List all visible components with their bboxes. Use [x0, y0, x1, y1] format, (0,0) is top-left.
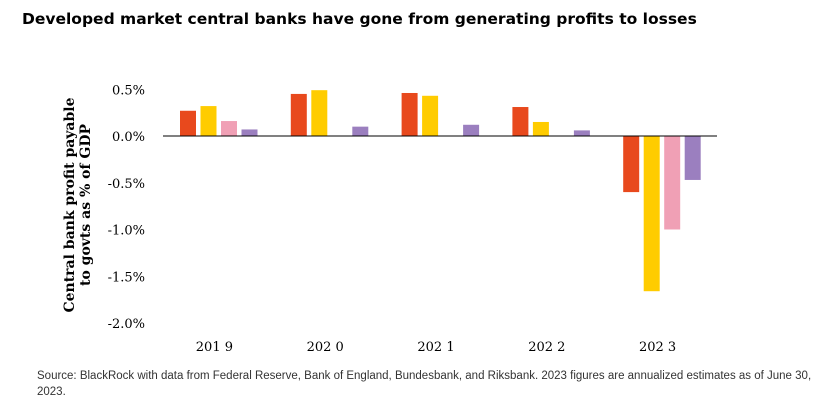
bar-series-3-2023	[664, 136, 681, 230]
y-tick-label: 0.5%	[112, 83, 145, 98]
bar-series-4-2020	[352, 126, 369, 136]
bar-series-1-2021	[401, 92, 418, 136]
bar-series-1-2019	[180, 110, 196, 136]
y-tick-label: -0.5%	[108, 177, 145, 192]
x-tick-label: 202 1	[417, 340, 454, 355]
bar-series-1-2022	[512, 107, 529, 136]
bar-series-2-2022	[532, 121, 549, 136]
bar-series-2-2020	[311, 90, 328, 136]
x-tick-label: 202 0	[307, 340, 344, 355]
bar-series-2-2023	[643, 136, 660, 292]
y-tick-label: -2.0%	[108, 317, 145, 332]
bar-series-2-2019	[200, 106, 217, 136]
bar-series-1-2020	[290, 93, 307, 136]
bar-series-3-2019	[221, 121, 237, 136]
bar-series-4-2023	[684, 136, 701, 180]
bar-series-2-2021	[422, 95, 439, 136]
bar-series-4-2021	[463, 124, 480, 136]
x-tick-label: 202 2	[528, 340, 565, 355]
y-tick-label: -1.5%	[108, 270, 145, 285]
source-note: Source: BlackRock with data from Federal…	[37, 370, 812, 398]
x-tick-label: 202 3	[639, 340, 676, 355]
bar-series-4-2022	[573, 130, 590, 136]
x-tick-labels: 201 9 202 0 202 1 202 2 202 3	[196, 340, 676, 355]
chart-title: Developed market central banks have gone…	[22, 10, 697, 28]
y-tick-label: 0.0%	[112, 130, 145, 145]
y-tick-labels: 0.5% 0.0% -0.5% -1.0% -1.5% -2.0%	[108, 83, 145, 332]
bar-series-4-2019	[241, 129, 258, 136]
y-tick-label: -1.0%	[108, 224, 145, 239]
bars-group	[180, 90, 701, 292]
x-tick-label: 201 9	[196, 340, 233, 355]
bar-series-1-2023	[623, 136, 640, 193]
